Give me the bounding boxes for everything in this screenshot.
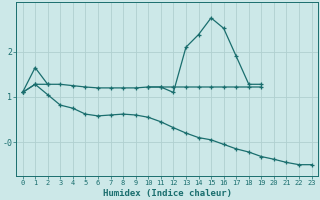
X-axis label: Humidex (Indice chaleur): Humidex (Indice chaleur): [103, 189, 232, 198]
